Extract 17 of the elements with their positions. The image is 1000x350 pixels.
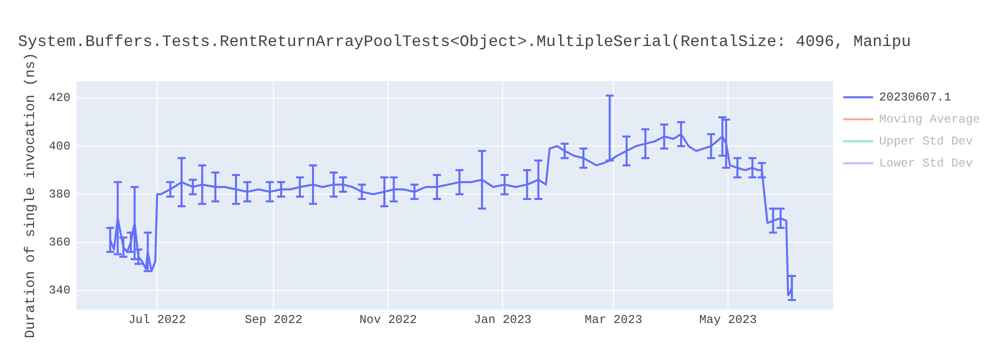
y-tick-label: 340 bbox=[48, 284, 70, 298]
y-axis-title: Duration of single invocation (ns) bbox=[23, 52, 40, 338]
x-tick-label: Sep 2022 bbox=[244, 312, 302, 327]
y-tick-label: 360 bbox=[48, 235, 70, 250]
x-tick-label: Nov 2022 bbox=[359, 312, 417, 327]
x-tick-label: Jan 2023 bbox=[474, 312, 532, 327]
x-tick-label: Mar 2023 bbox=[584, 312, 642, 327]
y-tick-label: 420 bbox=[48, 91, 70, 106]
y-tick-label: 400 bbox=[48, 139, 70, 154]
legend-label: Lower Std Dev bbox=[879, 156, 973, 170]
y-tick-label: 380 bbox=[48, 187, 70, 202]
legend-label: Moving Average bbox=[879, 112, 980, 126]
chart-title: System.Buffers.Tests.RentReturnArrayPoolTests<Object>.MultipleSerial(RentalSize: 4096, Manipu bbox=[18, 32, 911, 51]
x-tick-label: May 2023 bbox=[699, 312, 757, 327]
legend-label: Upper Std Dev bbox=[879, 134, 973, 148]
x-tick-label: Jul 2022 bbox=[128, 312, 186, 327]
legend-label: 20230607.1 bbox=[879, 90, 952, 104]
